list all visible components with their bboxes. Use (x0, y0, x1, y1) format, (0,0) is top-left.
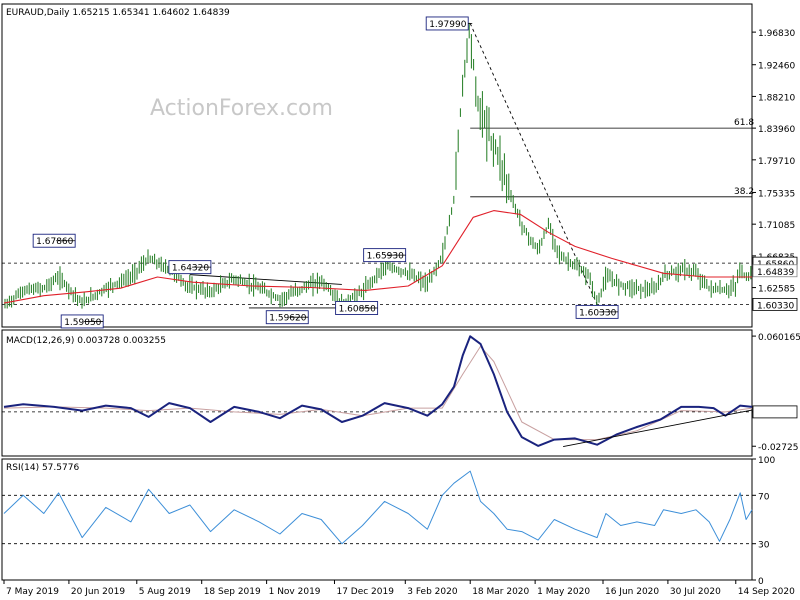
price-panel: ActionForex.com EURAUD,Daily 1.65215 1.65… (1, 3, 798, 329)
fib-label-61.8: 61.8 (734, 118, 754, 128)
price-tag-label: 1.60330 (757, 301, 794, 311)
annotation-1.65930: 1.65930 (363, 248, 407, 263)
rsi-header: RSI(14) 57.5776 (6, 463, 79, 473)
x-axis: 7 May 2019 20 Jun 2019 5 Aug 2019 18 Sep 20… (3, 580, 795, 597)
price-y-tick-label: 1.79710 (758, 157, 795, 167)
annotation-1.60850: 1.60850 (335, 301, 379, 315)
x-tick-label: 1 Nov 2019 (269, 587, 321, 597)
annotation-label: 1.59620 (269, 314, 306, 324)
price-y-tick-label: 1.62585 (758, 285, 795, 295)
macd-y-tick-label: 0.060165 (758, 333, 800, 343)
x-tick-label: 18 Sep 2019 (204, 587, 261, 597)
annotation-1.64320: 1.64320 (168, 260, 212, 275)
rsi-panel: RSI(14) 57.5776 100 70 30 0 (1, 456, 775, 587)
macd-y-tick-label: -0.02725 (758, 443, 798, 453)
watermark: ActionForex.com (150, 96, 333, 121)
price-panel-frame (1, 3, 753, 328)
x-tick-label: 18 Mar 2020 (472, 587, 529, 597)
price-tag-label: 1.64839 (757, 268, 794, 278)
macd-header: MACD(12,26,9) 0.003728 0.003255 (6, 336, 166, 346)
rsi-y-tick-label: 30 (758, 541, 770, 551)
macd-panel: MACD(12,26,9) 0.003728 0.0032550.0601650… (1, 329, 800, 457)
price-y-tick-label: 1.75335 (758, 189, 795, 199)
annotation-1.67860: 1.67860 (32, 233, 76, 248)
x-tick-label: 16 Jun 2020 (605, 587, 659, 597)
price-tag-1.64839: 1.64839 (752, 264, 798, 278)
annotation-box (60, 314, 104, 329)
annotation-label: 1.67860 (36, 237, 73, 247)
annotation-label: 1.60850 (339, 305, 376, 315)
price-y-tick-label: 1.92460 (758, 62, 795, 72)
macd-line (3, 335, 753, 447)
x-tick-label: 30 Jul 2020 (670, 587, 721, 597)
price-bars (4, 22, 752, 310)
rsi-panel-frame (1, 458, 753, 581)
rsi-y-tick-label: 70 (758, 492, 770, 502)
x-tick-label: 3 Feb 2020 (407, 587, 458, 597)
x-tick-label: 5 Aug 2019 (139, 587, 191, 597)
price-tag-box (752, 264, 798, 278)
price-y-tick-label: 1.88210 (758, 93, 795, 103)
price-header: EURAUD,Daily 1.65215 1.65341 1.64602 1.6… (6, 8, 230, 18)
annotation-label: 1.65930 (367, 252, 404, 262)
annotation-1.97990: 1.97990 (425, 16, 473, 31)
price-tag-1.60330: 1.60330 (752, 297, 798, 311)
macd-signal-line (3, 345, 753, 441)
swing-line (469, 23, 598, 305)
price-y-tick-label: 1.83960 (758, 125, 795, 135)
price-y-tick-label: 1.96830 (758, 29, 795, 39)
x-tick-label: 7 May 2019 (6, 587, 59, 597)
annotation-1.59050: 1.59050 (60, 314, 104, 329)
rsi-line (3, 470, 753, 545)
annotation-1.59620: 1.59620 (265, 310, 309, 325)
fib-label-38.2: 38.2 (734, 187, 754, 197)
x-tick-label: 1 May 2020 (537, 587, 590, 597)
annotation-1.60330: 1.60330 (575, 304, 619, 319)
macd-zero-tag (752, 405, 798, 419)
macd-trend-line (563, 409, 753, 447)
x-tick-label: 20 Jun 2019 (71, 587, 125, 597)
annotation-label: 1.64320 (172, 264, 209, 274)
annotation-label: 1.97990 (429, 20, 466, 30)
annotation-label: 1.59050 (64, 318, 101, 328)
macd-panel-frame (1, 329, 753, 457)
trend-line-upper (189, 274, 342, 285)
annotation-label: 1.60330 (579, 308, 616, 318)
rsi-y-tick-label: 0 (758, 577, 764, 587)
rsi-y-tick-label: 100 (758, 456, 775, 466)
x-tick-label: 17 Dec 2019 (336, 587, 394, 597)
x-tick-label: 14 Sep 2020 (738, 587, 795, 597)
price-y-tick-label: 1.71085 (758, 221, 795, 231)
ma-line (3, 210, 752, 304)
price-tag-box (752, 297, 798, 311)
